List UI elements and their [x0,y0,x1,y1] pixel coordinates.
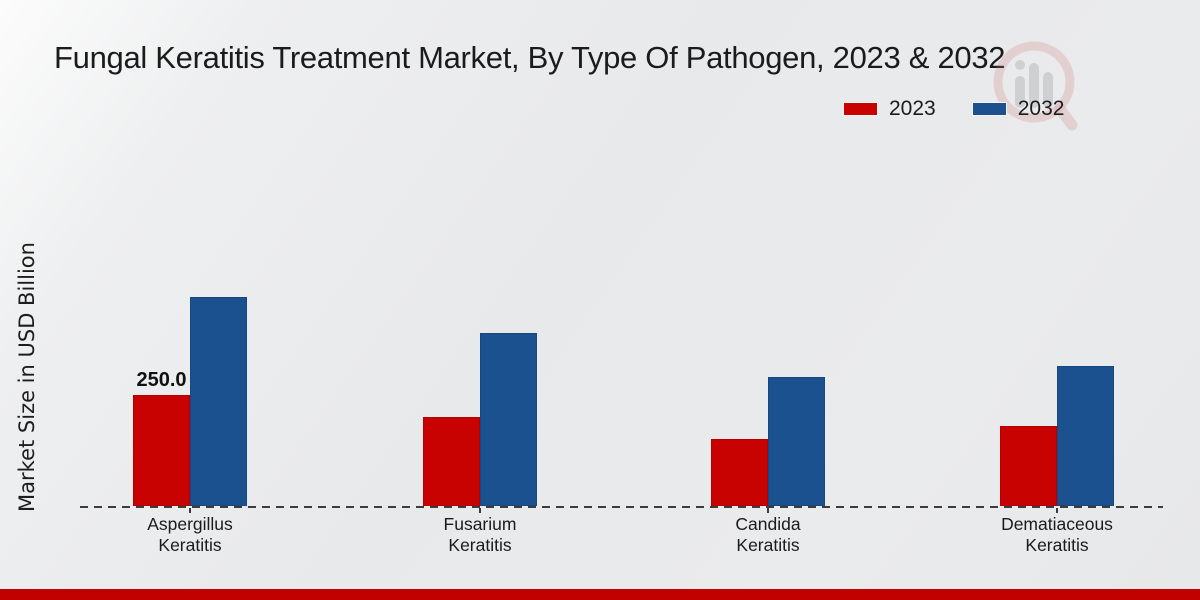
category-label-fusarium-keratitis: Fusarium Keratitis [443,514,517,555]
chart-title: Fungal Keratitis Treatment Market, By Ty… [54,40,1006,75]
category-label-candida-keratitis: Candida Keratitis [735,514,801,555]
legend-item-2023: 2023 [843,97,936,121]
x-axis-dashed-baseline [80,506,1163,508]
bar-value-label-2023-aspergillus-keratitis: 250.0 [136,369,187,391]
category-label-aspergillus-keratitis: Aspergillus Keratitis [147,514,233,555]
category-label-dematiaceous-keratitis: Dematiaceous Keratitis [1001,514,1113,555]
legend-label-2032: 2032 [1017,97,1065,120]
bar-2032-aspergillus-keratitis [190,297,247,506]
legend-label-2023: 2023 [889,97,936,120]
bar-2032-candida-keratitis [768,377,825,506]
market-research-watermark-icon [993,41,1078,131]
bar-2023-fusarium-keratitis [423,417,480,506]
x-axis-tick-aspergillus-keratitis [189,508,191,513]
footer-accent-bar [0,589,1200,600]
x-axis-tick-candida-keratitis [767,508,769,513]
legend: 2023 2032 [843,97,1064,121]
x-axis-tick-fusarium-keratitis [479,508,481,513]
bar-2023-candida-keratitis [711,439,768,506]
bar-2032-fusarium-keratitis [480,333,537,506]
legend-swatch-2032 [971,102,1007,116]
bar-2032-dematiaceous-keratitis [1057,366,1114,506]
bar-2023-aspergillus-keratitis [133,395,190,506]
bar-2023-dematiaceous-keratitis [1000,426,1057,506]
legend-item-2032: 2032 [971,97,1065,121]
x-axis-tick-dematiaceous-keratitis [1056,508,1058,513]
legend-swatch-2023 [843,102,878,116]
